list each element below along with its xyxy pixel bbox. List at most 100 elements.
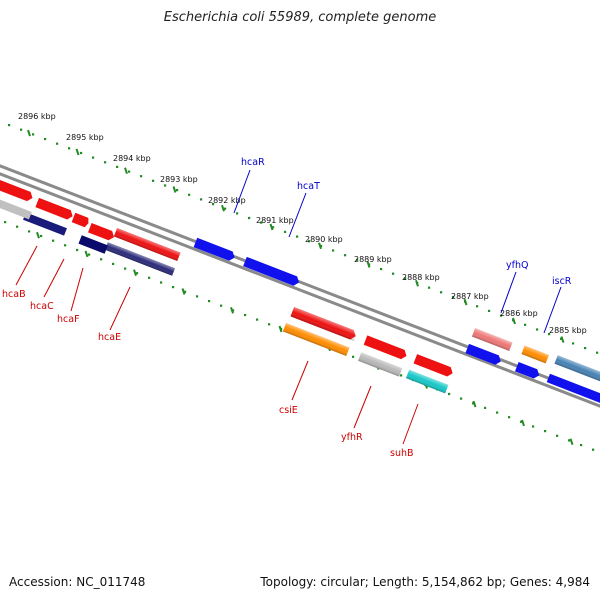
scale-major-tick-lower bbox=[230, 306, 234, 314]
label-yfhQ[interactable]: yfhQ bbox=[506, 260, 528, 271]
scale-dot-upper bbox=[44, 137, 47, 141]
scale-dot-upper bbox=[224, 207, 227, 210]
scale-dot-lower bbox=[184, 290, 187, 293]
scale-dot-lower bbox=[100, 258, 103, 261]
forward-gene-labels: hcaR hcaT yfhQ iscR bbox=[233, 157, 572, 334]
tick-label-2888: 2888 kbp bbox=[402, 273, 440, 282]
label-csiE[interactable]: csiE bbox=[279, 405, 298, 416]
scale-dot-upper bbox=[572, 342, 575, 345]
gene-suhB[interactable] bbox=[413, 354, 455, 378]
label-suhB[interactable]: suhB bbox=[390, 448, 414, 459]
scale-dot-upper bbox=[500, 314, 503, 317]
gene-hcaC-small[interactable] bbox=[71, 212, 91, 228]
gene-hcaR[interactable] bbox=[193, 237, 237, 263]
scale-dot-lower bbox=[16, 225, 19, 228]
scale-major-tick-upper bbox=[318, 242, 322, 250]
scale-dot-upper bbox=[20, 128, 23, 131]
scale-major-tick-upper bbox=[269, 223, 274, 231]
scale-major-tick-lower bbox=[278, 325, 283, 333]
gene-hcaC[interactable] bbox=[35, 197, 74, 221]
scale-dot-lower bbox=[256, 318, 259, 321]
gene-hcaB[interactable] bbox=[0, 177, 34, 202]
scale-dot-upper bbox=[212, 203, 215, 206]
scale-dot-lower bbox=[208, 300, 211, 303]
scale-dot-upper bbox=[404, 277, 407, 280]
scale-dot-upper bbox=[560, 337, 563, 340]
scale-dot-upper bbox=[236, 212, 239, 215]
scale-major-tick-upper bbox=[463, 298, 468, 306]
gene-shade bbox=[471, 328, 513, 351]
scale-dot-upper bbox=[284, 230, 287, 233]
scale-major-tick-lower bbox=[569, 438, 574, 446]
scale-dot-upper bbox=[164, 184, 167, 187]
scale-dot-lower bbox=[520, 420, 523, 423]
leader-hcaF bbox=[70, 267, 84, 312]
leader-hcaR bbox=[233, 169, 251, 214]
scale-dot-upper bbox=[428, 286, 431, 289]
scale-dot-upper bbox=[80, 151, 83, 155]
scale-dot-lower bbox=[160, 281, 163, 284]
label-hcaE[interactable]: hcaE bbox=[98, 332, 121, 343]
backbone bbox=[0, 164, 600, 408]
scale-dot-upper bbox=[488, 309, 491, 312]
tick-label-2885: 2885 kbp bbox=[549, 326, 587, 335]
genome-summary-label: Topology: circular; Length: 5,154,862 bp… bbox=[260, 575, 590, 589]
scale-dot-upper bbox=[260, 221, 263, 224]
scale-dot-upper bbox=[536, 328, 539, 331]
scale-dots-upper bbox=[8, 124, 599, 354]
tick-label-2895: 2895 kbp bbox=[66, 133, 104, 142]
scale-major-tick-lower bbox=[36, 231, 40, 239]
label-hcaF[interactable]: hcaF bbox=[57, 314, 80, 325]
scale-dot-lower bbox=[472, 402, 475, 405]
scale-dot-lower bbox=[52, 239, 55, 242]
label-yfhR[interactable]: yfhR bbox=[341, 432, 363, 443]
scale-dot-upper bbox=[200, 198, 203, 201]
label-hcaR[interactable]: hcaR bbox=[241, 157, 265, 168]
scale-dot-lower bbox=[460, 397, 463, 400]
scale-dot-lower bbox=[484, 406, 487, 409]
scale-dot-upper bbox=[320, 244, 323, 247]
scale-dot-lower bbox=[592, 448, 595, 451]
scale-dot-lower bbox=[88, 253, 91, 256]
label-iscR[interactable]: iscR bbox=[552, 276, 572, 287]
gene-next-blue[interactable] bbox=[546, 373, 600, 406]
tick-label-2896: 2896 kbp bbox=[18, 112, 56, 121]
scale-major-tick-lower bbox=[472, 400, 477, 408]
scale-dot-lower bbox=[232, 309, 235, 312]
scale-dot-lower bbox=[220, 304, 223, 307]
leader-iscR bbox=[543, 286, 562, 334]
label-hcaT[interactable]: hcaT bbox=[297, 181, 320, 192]
scale-dot-upper bbox=[248, 216, 251, 220]
scale-dot-upper bbox=[176, 189, 179, 192]
scale-dot-upper bbox=[296, 235, 299, 238]
gene-hcaT[interactable] bbox=[243, 256, 301, 287]
scale-dot-upper bbox=[140, 175, 143, 178]
gene-hcaF[interactable] bbox=[88, 222, 116, 242]
scale-dot-upper bbox=[548, 333, 551, 336]
tick-label-2890: 2890 kbp bbox=[305, 235, 343, 244]
gene-shade bbox=[405, 369, 449, 394]
gene-shade bbox=[282, 323, 350, 357]
scale-dot-upper bbox=[104, 161, 107, 164]
scale-dot-lower bbox=[448, 392, 451, 396]
gene-yfhR[interactable] bbox=[363, 335, 409, 360]
scale-dot-upper bbox=[524, 323, 527, 326]
scale-dot-upper bbox=[596, 351, 599, 354]
scale-dot-upper bbox=[128, 170, 131, 173]
scale-dot-upper bbox=[332, 249, 335, 252]
scale-dot-upper bbox=[308, 240, 311, 243]
map-title: Escherichia coli 55989, complete genome bbox=[163, 10, 437, 25]
label-hcaC[interactable]: hcaC bbox=[30, 301, 54, 312]
label-hcaB[interactable]: hcaB bbox=[2, 289, 26, 300]
scale-dot-lower bbox=[244, 313, 247, 317]
tick-label-2889: 2889 kbp bbox=[354, 255, 392, 264]
leader-yfhQ bbox=[500, 271, 517, 314]
scale-dot-lower bbox=[196, 295, 199, 298]
gene-iscR-product bbox=[515, 361, 540, 379]
scale-major-tick-upper bbox=[415, 279, 419, 287]
gene-yfhQ-product bbox=[465, 343, 501, 365]
scale-dot-upper bbox=[272, 226, 275, 229]
scale-dot-lower bbox=[532, 425, 535, 428]
scale-dot-lower bbox=[544, 430, 547, 433]
scale-dot-lower bbox=[400, 374, 403, 377]
